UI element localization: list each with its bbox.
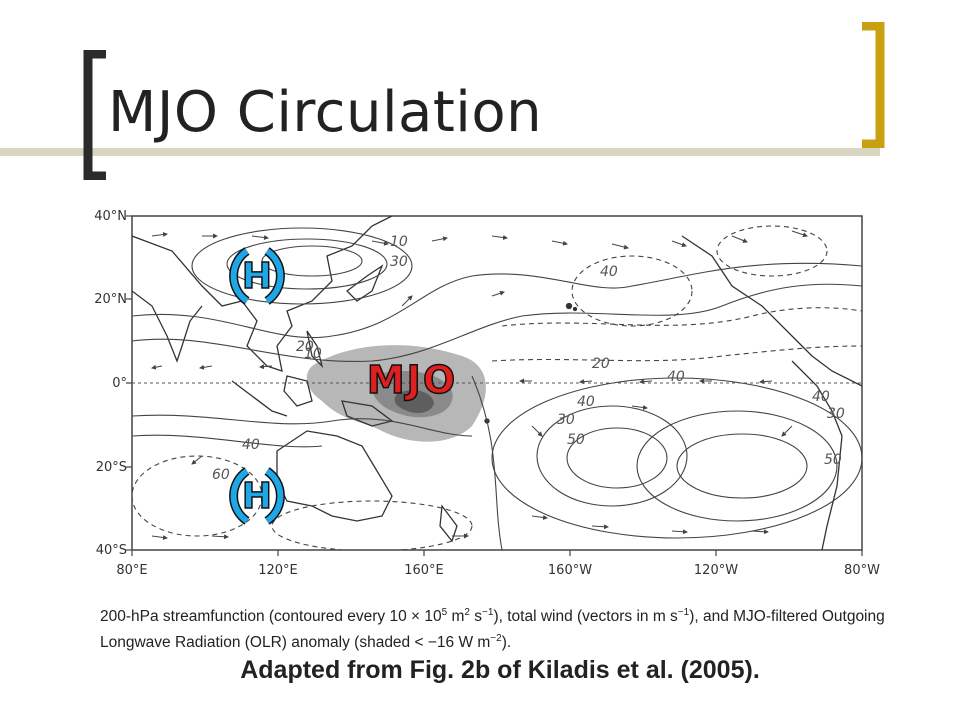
contour-label: 10: [390, 234, 408, 250]
contour-label: 40: [242, 437, 260, 453]
left-bracket: [83, 50, 106, 180]
axis-ticks: [126, 215, 863, 556]
lon-label: 160°E: [404, 563, 444, 578]
high-pressure-south: H: [229, 467, 285, 525]
lon-label: 160°W: [548, 563, 592, 578]
contour-label: 40: [812, 389, 830, 405]
high-label-north: H: [242, 256, 272, 297]
slide-title: MJO Circulation: [108, 80, 543, 145]
contour-label: 30: [827, 406, 845, 422]
contour-label: 20: [296, 339, 314, 355]
contour-label: 50: [567, 432, 585, 448]
longitude-labels: 80°E 120°E 160°E 160°W 120°W 80°W: [116, 563, 880, 578]
mjo-map-figure: 10 30 40 40 20 40 30 30 40 50 50 10 20 4…: [94, 209, 880, 578]
contour-label: 60: [212, 467, 230, 483]
lon-label: 80°W: [844, 563, 880, 578]
figure-credit: Adapted from Fig. 2b of Kiladis et al. (…: [240, 656, 760, 684]
lat-label: 40°N: [94, 209, 127, 224]
contour-label: 30: [390, 254, 408, 270]
lon-label: 120°E: [258, 563, 298, 578]
contour-label: 10: [304, 346, 322, 362]
lat-label: 40°S: [96, 543, 127, 558]
lat-label: 0°: [112, 376, 127, 391]
figure-caption: 200-hPa streamfunction (contoured every …: [100, 607, 885, 652]
streamfunction-contours: [132, 225, 862, 550]
right-bracket: [862, 22, 885, 148]
wind-vectors: [151, 230, 808, 540]
latitude-labels: 40°N 20°N 0° 20°S 40°S: [94, 209, 127, 558]
olr-shading-inner: [394, 390, 434, 414]
lon-label: 120°W: [694, 563, 738, 578]
contour-label: 40: [577, 394, 595, 410]
mjo-label: MJO: [367, 358, 457, 402]
contour-label: 50: [824, 452, 842, 468]
lon-label: 80°E: [116, 563, 147, 578]
contour-labels: 10 30 40 40 20 40 30 30 40 50 50 10 20 4…: [212, 234, 845, 483]
lat-label: 20°N: [94, 292, 127, 307]
high-label-south: H: [242, 476, 272, 517]
title-rule: [0, 148, 880, 156]
high-pressure-north: H: [229, 247, 285, 305]
contour-label: 20: [592, 356, 610, 372]
contour-label: 30: [557, 412, 575, 428]
contour-label: 40: [667, 369, 685, 385]
coastlines: [132, 216, 862, 550]
lat-label: 20°S: [96, 460, 127, 475]
contour-label: 40: [600, 264, 618, 280]
